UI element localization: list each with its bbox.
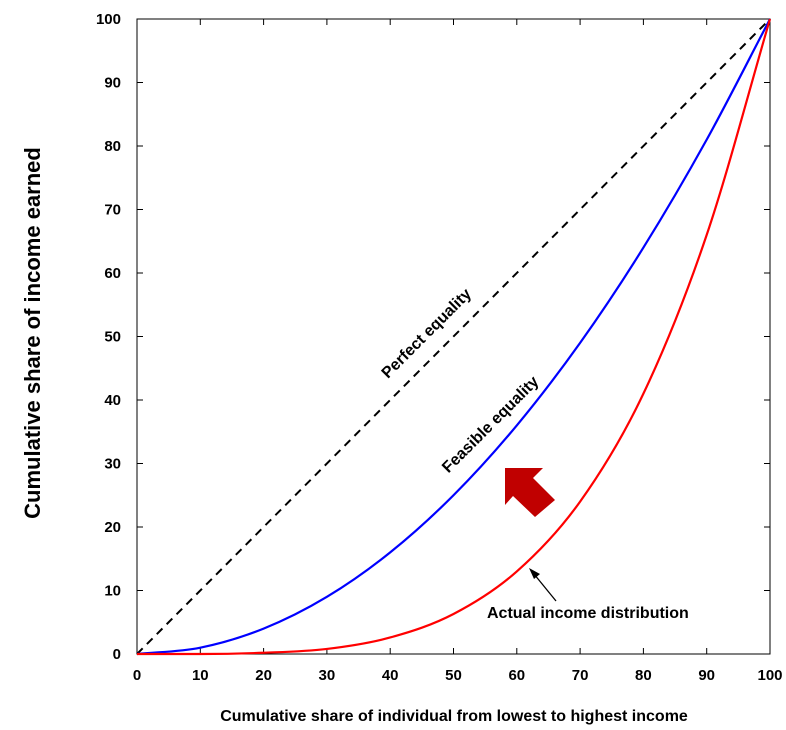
x-tick-label: 100 bbox=[757, 667, 782, 684]
y-tick-label: 80 bbox=[104, 138, 121, 155]
y-tick-label: 20 bbox=[104, 519, 121, 536]
x-tick-labels: 0 10 20 30 40 50 60 70 80 90 100 bbox=[133, 667, 783, 684]
y-tick-label: 60 bbox=[104, 265, 121, 282]
series-layer bbox=[136, 18, 772, 656]
y-axis-title: Cumulative share of income earned bbox=[20, 147, 45, 519]
x-tick-label: 90 bbox=[698, 667, 715, 684]
y-tick-label: 0 bbox=[113, 646, 121, 663]
x-tick-label: 30 bbox=[319, 667, 336, 684]
series-line-2 bbox=[136, 18, 771, 656]
x-tick-label: 0 bbox=[133, 667, 141, 684]
series-line-1 bbox=[136, 18, 771, 655]
actual-distribution-label: Actual income distribution bbox=[487, 605, 689, 622]
perfect-equality-label: Perfect equality bbox=[379, 286, 475, 382]
y-tick-label: 50 bbox=[104, 329, 121, 346]
y-tick-label: 100 bbox=[96, 11, 121, 28]
feasible-equality-label: Feasible equality bbox=[439, 373, 542, 476]
y-tick-label: 40 bbox=[104, 392, 121, 409]
x-tick-label: 50 bbox=[445, 667, 462, 684]
y-tick-labels: 0 10 20 30 40 50 60 70 80 90 100 bbox=[96, 11, 121, 663]
x-tick-label: 70 bbox=[572, 667, 589, 684]
x-axis-title: Cumulative share of individual from lowe… bbox=[220, 708, 688, 725]
y-tick-label: 90 bbox=[104, 75, 121, 92]
y-tick-label: 10 bbox=[104, 583, 121, 600]
series-line-3 bbox=[137, 18, 772, 656]
x-tick-label: 20 bbox=[255, 667, 272, 684]
y-tick-label: 70 bbox=[104, 202, 121, 219]
y-tick-label: 30 bbox=[104, 456, 121, 473]
x-tick-label: 40 bbox=[382, 667, 399, 684]
x-tick-label: 10 bbox=[192, 667, 209, 684]
actual-pointer-head bbox=[529, 568, 540, 579]
shift-arrow-icon bbox=[505, 468, 555, 517]
x-tick-label: 60 bbox=[508, 667, 525, 684]
actual-pointer-line bbox=[533, 573, 557, 602]
x-tick-label: 80 bbox=[635, 667, 652, 684]
